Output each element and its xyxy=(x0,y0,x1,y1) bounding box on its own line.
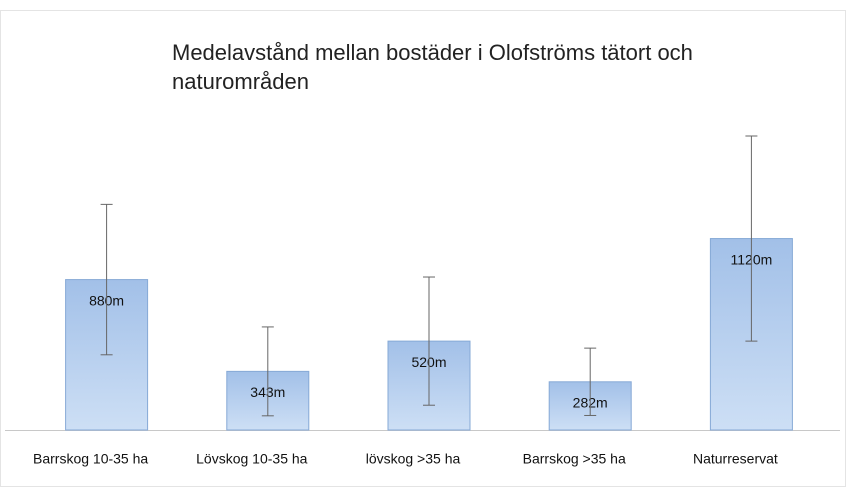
x-tick-label: Barrskog 10-35 ha xyxy=(33,451,148,467)
x-tick-label: Barrskog >35 ha xyxy=(523,451,626,467)
x-tick-label: Naturreservat xyxy=(693,451,778,467)
chart-title: Medelavstånd mellan bostäder i Olofström… xyxy=(172,40,693,94)
x-tick-label: lövskog >35 ha xyxy=(366,451,461,467)
frame xyxy=(0,10,846,487)
x-tick-label: Lövskog 10-35 ha xyxy=(196,451,308,467)
